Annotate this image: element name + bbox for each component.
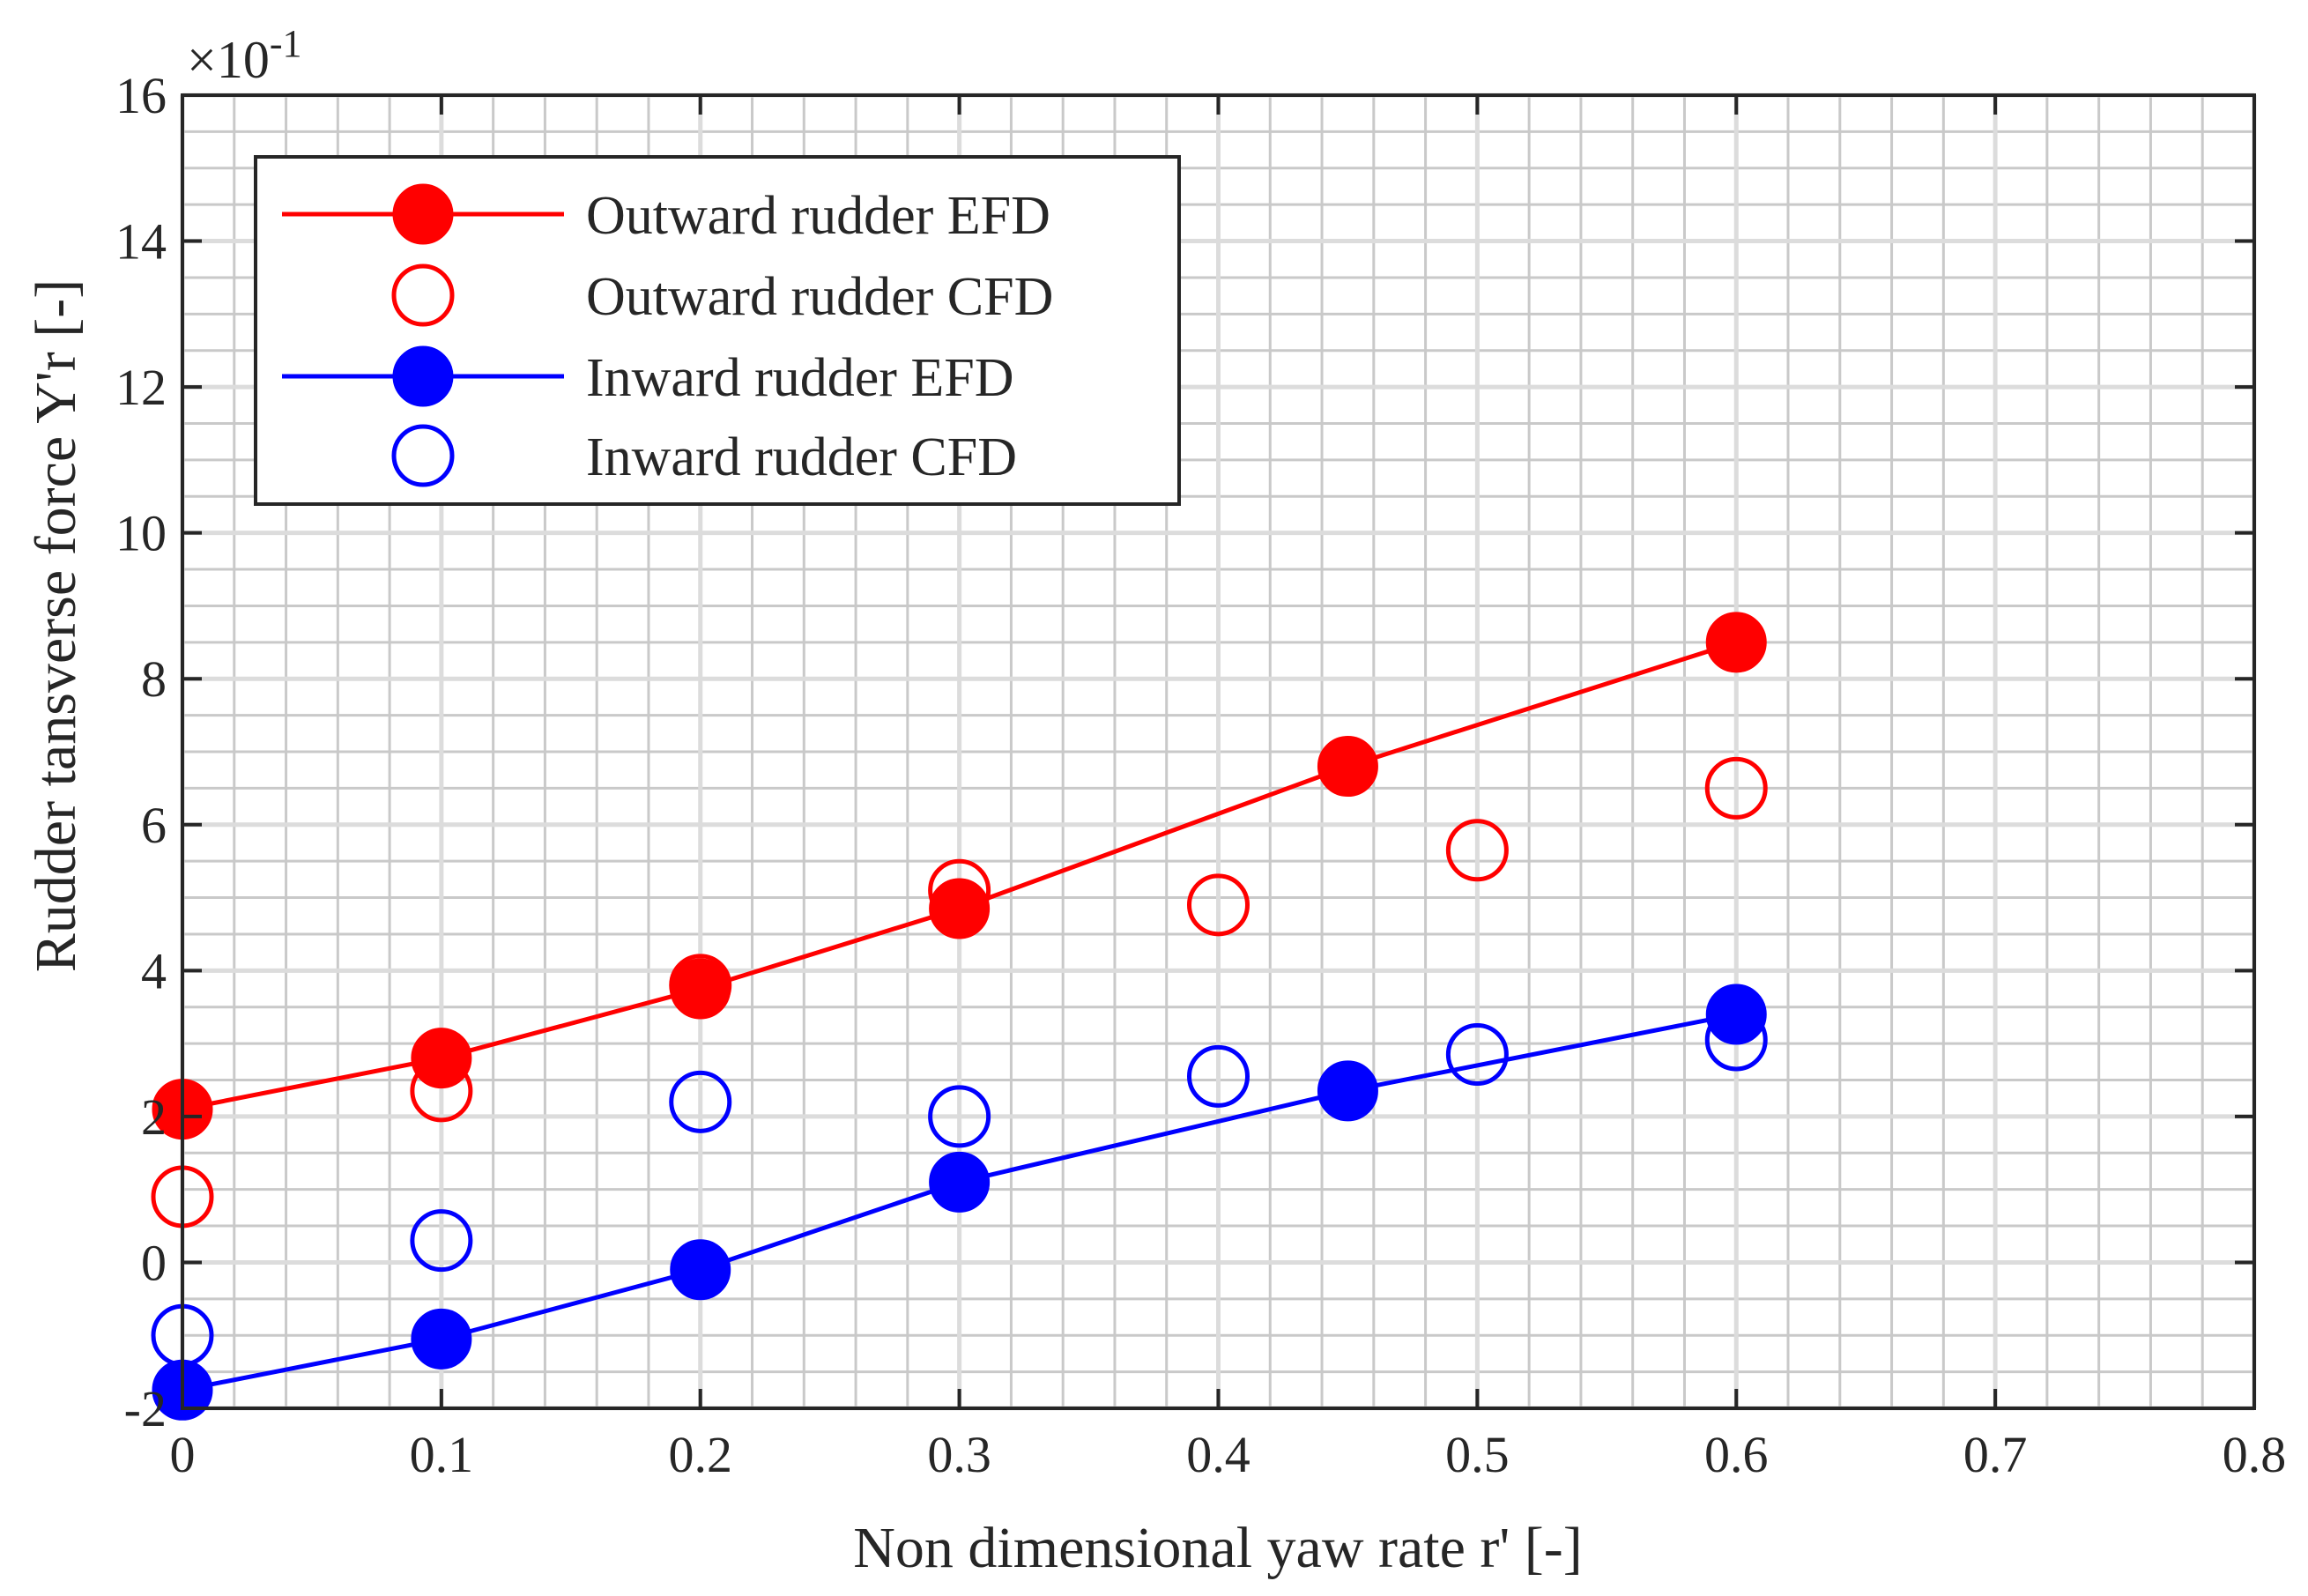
- data-point-open: [928, 858, 991, 922]
- legend-label: Outward rudder CFD: [586, 267, 1053, 327]
- data-point-filled: [411, 1028, 472, 1089]
- legend-marker: [392, 345, 454, 407]
- data-point-open: [669, 1070, 732, 1133]
- data-point-open: [1445, 1023, 1509, 1087]
- data-point-filled: [1705, 612, 1767, 673]
- data-point-filled: [1705, 984, 1767, 1045]
- data-point-open: [928, 1085, 991, 1148]
- legend-label: Inward rudder EFD: [586, 348, 1014, 408]
- y-tick-label: 10: [115, 505, 167, 562]
- x-tick-label: 0.2: [669, 1426, 733, 1483]
- x-tick-label: 0.7: [1963, 1426, 2028, 1483]
- x-tick-label: 0.8: [2223, 1426, 2287, 1483]
- data-point-open: [410, 1209, 473, 1273]
- x-tick-label: 0.5: [1445, 1426, 1510, 1483]
- legend-marker: [391, 424, 455, 487]
- y-axis-label: Rudder tansverse force Y'r [-]: [24, 279, 88, 972]
- y-tick-label: 2: [141, 1088, 167, 1146]
- y-multiplier-base: ×10: [187, 31, 270, 89]
- series-line: [182, 1012, 1737, 1392]
- data-point-open: [410, 1059, 473, 1123]
- y-tick-label: 0: [141, 1234, 167, 1291]
- legend: Outward rudder EFD Outward rudder CFD Inwa…: [254, 155, 1181, 506]
- data-point-filled: [670, 958, 731, 1020]
- legend-entries: Outward rudder EFD Outward rudder CFD Inwa…: [282, 183, 1053, 487]
- series-layer: [151, 612, 1768, 1421]
- x-tick-label: 0.1: [410, 1426, 474, 1483]
- legend-marker: [392, 183, 454, 245]
- x-tick-label: 0: [170, 1426, 196, 1483]
- legend-label: Outward rudder EFD: [586, 186, 1050, 246]
- data-point-filled: [1317, 736, 1378, 798]
- series-line: [182, 640, 1738, 1112]
- data-point-open: [1445, 819, 1509, 882]
- y-tick-label: 6: [141, 797, 167, 854]
- data-point-open: [1187, 1044, 1250, 1108]
- y-multiplier-label: ×10-1: [187, 22, 302, 89]
- data-point-open: [1704, 1008, 1768, 1072]
- legend-marker: [391, 264, 455, 327]
- data-point-filled: [929, 878, 991, 939]
- data-point-filled: [411, 1308, 472, 1370]
- y-multiplier-exponent: -1: [270, 22, 302, 65]
- data-point-open: [1704, 756, 1768, 820]
- data-point-filled: [929, 1151, 991, 1213]
- y-tick-label: 8: [141, 650, 167, 708]
- data-point-open: [669, 954, 732, 1017]
- y-tick-label: 16: [115, 67, 167, 124]
- data-point-open: [1187, 873, 1250, 937]
- legend-label: Inward rudder CFD: [586, 427, 1017, 487]
- x-tick-label: 0.6: [1704, 1426, 1769, 1483]
- x-tick-label: 0.4: [1186, 1426, 1250, 1483]
- x-axis-label: Non dimensional yaw rate r' [-]: [853, 1516, 1582, 1580]
- y-tick-label: 14: [115, 213, 167, 271]
- data-point-filled: [1317, 1060, 1378, 1122]
- x-tick-label: 0.3: [927, 1426, 991, 1483]
- data-point-filled: [670, 1239, 731, 1301]
- y-tick-label: 12: [115, 359, 167, 416]
- ticks-layer: [181, 93, 2256, 1410]
- y-tick-label: 4: [141, 942, 167, 999]
- y-tick-label: -2: [124, 1380, 167, 1437]
